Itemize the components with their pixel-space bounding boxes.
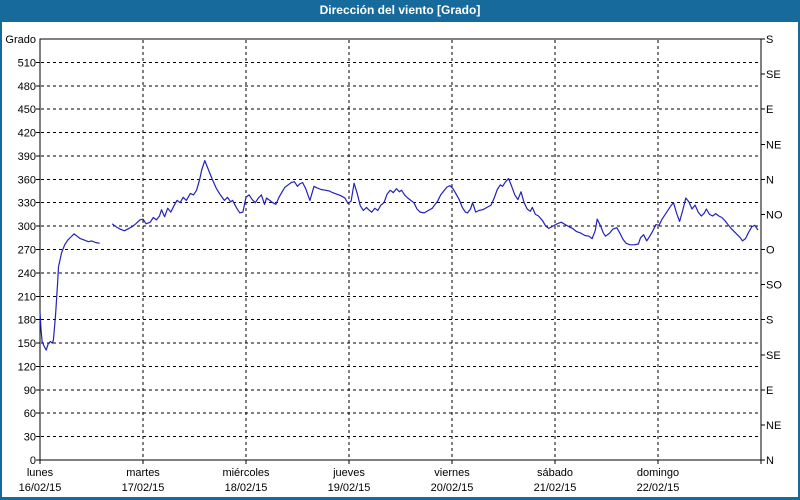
y-axis-unit-label: Grado — [5, 34, 36, 46]
compass-label: NO — [766, 209, 783, 221]
date-label: 17/02/15 — [122, 482, 165, 494]
date-label: 22/02/15 — [637, 482, 680, 494]
wind-direction-chart: 0 30 60 90 120 150 180 210 240 270 300 330 360 390 420… — [5, 34, 783, 494]
wind-direction-line — [111, 160, 759, 246]
day-label: martes — [126, 467, 160, 479]
day-label: jueves — [332, 467, 365, 479]
day-label: lunes — [27, 467, 54, 479]
day-label: domingo — [637, 467, 679, 479]
date-label: 21/02/15 — [534, 482, 577, 494]
compass-label: SE — [766, 350, 781, 362]
compass-label: S — [766, 315, 773, 327]
y-left-tick-label: 180 — [18, 315, 36, 327]
y-left-tick-label: 240 — [18, 268, 36, 280]
chart-area: 0 30 60 90 120 150 180 210 240 270 300 330 360 390 420… — [2, 22, 798, 497]
date-label: 16/02/15 — [19, 482, 62, 494]
y-left-tick-label: 210 — [18, 291, 36, 303]
window-title: Dirección del viento [Grado] — [0, 0, 800, 22]
y-left-tick-label: 300 — [18, 221, 36, 233]
compass-label: S — [766, 34, 773, 46]
compass-label: NE — [766, 139, 781, 151]
y-left-tick-label: 270 — [18, 245, 36, 257]
date-label: 19/02/15 — [328, 482, 371, 494]
compass-label: O — [766, 245, 775, 257]
y-left-tick-label: 360 — [18, 174, 36, 186]
date-label: 20/02/15 — [431, 482, 474, 494]
date-label: 18/02/15 — [225, 482, 268, 494]
day-label: sábado — [537, 467, 573, 479]
y-left-tick-label: 90 — [24, 385, 36, 397]
wind-direction-line — [39, 233, 100, 351]
y-left-tick-label: 150 — [18, 338, 36, 350]
compass-label: E — [766, 104, 773, 116]
y-left-tick-label: 420 — [18, 128, 36, 140]
y-left-tick-label: 450 — [18, 104, 36, 116]
compass-label: N — [766, 455, 774, 467]
day-label: miércoles — [222, 467, 270, 479]
plot-border — [39, 38, 762, 461]
y-left-tick-label: 30 — [24, 432, 36, 444]
y-left-tick-label: 60 — [24, 408, 36, 420]
compass-label: N — [766, 174, 774, 186]
compass-label: SE — [766, 69, 781, 81]
y-left-tick-label: 510 — [18, 57, 36, 69]
y-left-tick-label: 330 — [18, 198, 36, 210]
day-label: viernes — [434, 467, 470, 479]
y-left-tick-label: 390 — [18, 151, 36, 163]
compass-label: E — [766, 385, 773, 397]
compass-label: SO — [766, 280, 782, 292]
y-left-tick-label: 0 — [30, 455, 36, 467]
y-left-tick-label: 480 — [18, 81, 36, 93]
compass-label: NE — [766, 420, 781, 432]
y-left-tick-label: 120 — [18, 361, 36, 373]
